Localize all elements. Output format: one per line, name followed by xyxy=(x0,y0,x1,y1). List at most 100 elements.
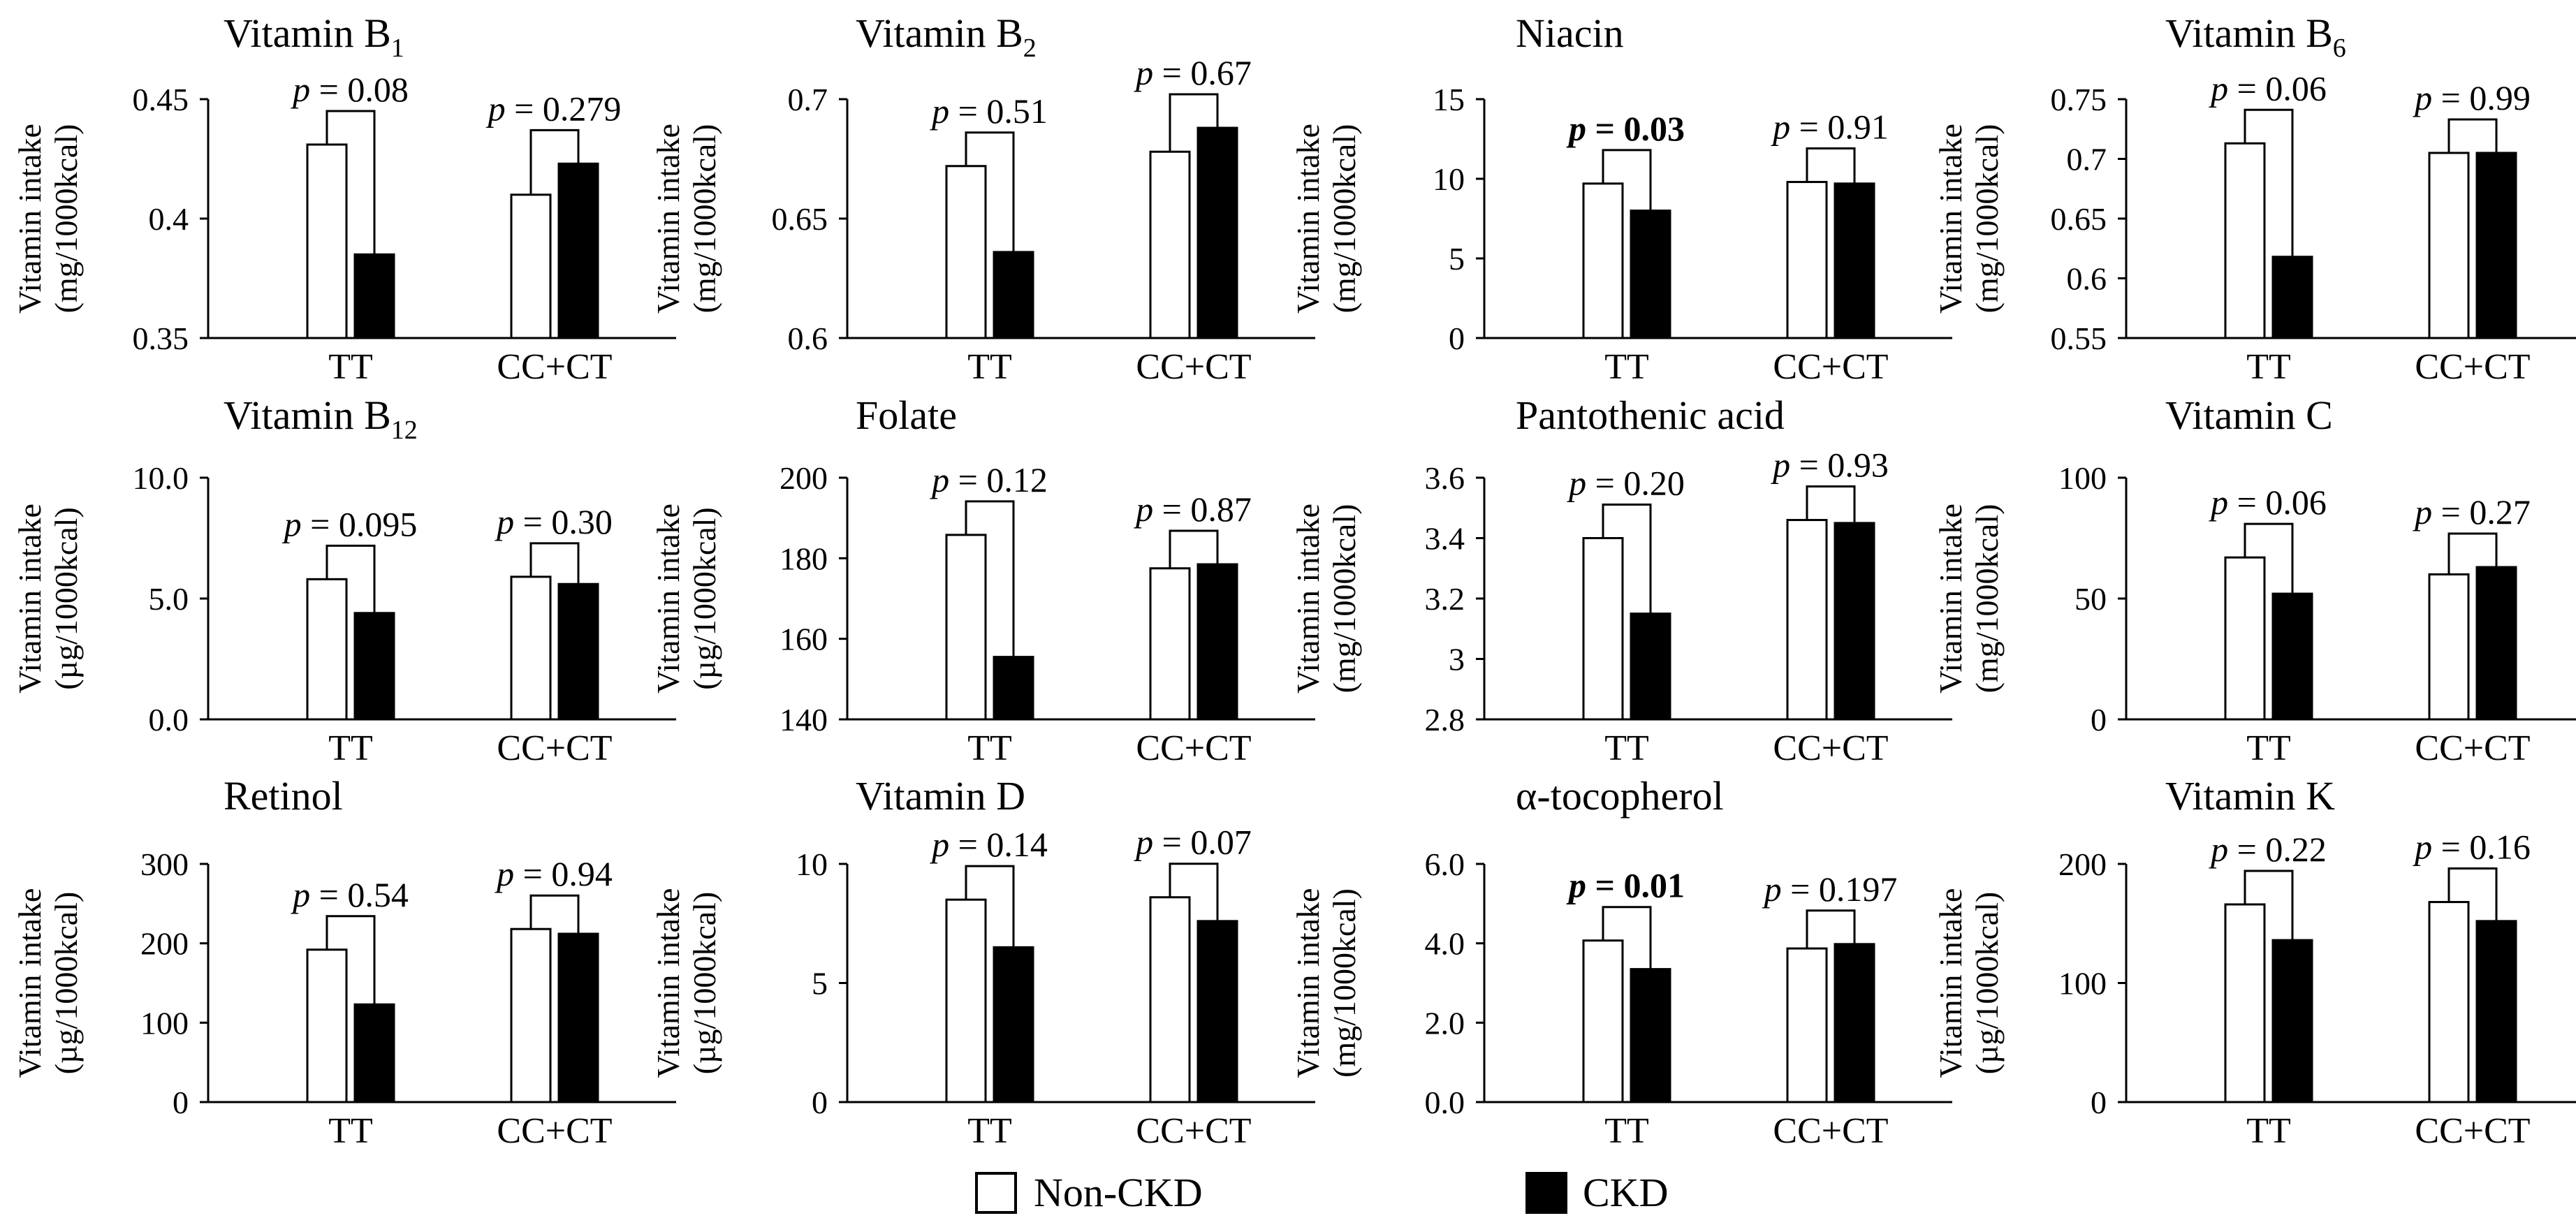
x-category-label: TT xyxy=(1604,728,1649,768)
chart-title: Niacin xyxy=(1516,10,1624,56)
bar-ckd xyxy=(557,162,599,339)
bar-non-ckd xyxy=(510,193,552,339)
bar-ckd xyxy=(1630,968,1671,1103)
significance-bracket xyxy=(2447,532,2498,575)
significance-bracket xyxy=(1169,529,1219,569)
chart-title: Vitamin K xyxy=(2165,773,2335,819)
x-category-label: TT xyxy=(328,1111,373,1151)
x-category-label: TT xyxy=(967,728,1012,768)
p-value-label: p = 0.06 xyxy=(2209,483,2327,522)
y-axis-label: Vitamin intake xyxy=(1290,504,1326,694)
chart-title: Retinol xyxy=(224,773,343,819)
y-tick-label: 3.4 xyxy=(1425,521,1465,557)
significance-bracket xyxy=(1806,147,1856,184)
chart-panel: Vitamin B6 Vitamin intake (mg/1000kcal) 0.5… xyxy=(1933,10,2576,387)
x-category-label: CC+CT xyxy=(1773,347,1888,387)
y-axis-unit: (µg/1000kcal) xyxy=(48,507,84,690)
x-category-label: CC+CT xyxy=(497,728,612,768)
p-value-label: p = 0.94 xyxy=(495,854,613,893)
bar-non-ckd xyxy=(1149,896,1191,1103)
p-value-label: p = 0.51 xyxy=(930,91,1048,131)
bar-ckd xyxy=(1630,612,1671,721)
y-axis-label: Vitamin intake xyxy=(1290,124,1326,314)
x-category-label: TT xyxy=(967,1111,1012,1151)
y-axis-unit: (mg/1000kcal) xyxy=(1969,124,2005,314)
bar-non-ckd xyxy=(306,948,348,1103)
p-value-label: p = 0.99 xyxy=(2413,78,2531,117)
p-value-label: p = 0.03 xyxy=(1566,109,1685,148)
y-tick-label: 140 xyxy=(780,702,828,738)
chart-panel: Vitamin C Vitamin intake (mg/1000kcal) 0 50 1… xyxy=(1933,393,2576,768)
significance-bracket xyxy=(529,894,580,934)
significance-bracket xyxy=(1806,909,1856,949)
legend-swatch-ckd xyxy=(1525,1172,1567,1214)
chart-title: Vitamin B12 xyxy=(224,393,418,445)
y-tick-label: 3 xyxy=(1449,642,1465,677)
chart-title: α-tocopherol xyxy=(1516,773,1724,819)
x-category-label: TT xyxy=(2246,347,2291,387)
x-category-label: CC+CT xyxy=(2415,347,2530,387)
y-tick-label: 100 xyxy=(140,1005,189,1041)
y-axis-label: Vitamin intake xyxy=(12,888,47,1078)
legend-label-non-ckd: Non-CKD xyxy=(1034,1170,1203,1215)
bar-non-ckd xyxy=(1786,181,1828,339)
bar-non-ckd xyxy=(2224,556,2266,721)
p-value-label: p = 0.06 xyxy=(2209,68,2327,108)
y-tick-label: 0 xyxy=(2091,702,2107,738)
y-axis-unit: (mg/1000kcal) xyxy=(1326,124,1362,314)
y-axis-unit: (mg/1000kcal) xyxy=(687,124,722,314)
y-axis-label: Vitamin intake xyxy=(1933,504,1968,694)
y-axis-label: Vitamin intake xyxy=(12,504,47,694)
bar-ckd xyxy=(2271,256,2313,339)
p-value-label: p = 0.20 xyxy=(1567,464,1685,503)
bar-ckd xyxy=(1834,522,1875,721)
significance-bracket xyxy=(1169,93,1219,152)
y-tick-label: 0.65 xyxy=(772,201,828,237)
bar-ckd xyxy=(1630,210,1671,339)
y-axis-label: Vitamin intake xyxy=(1933,888,1968,1078)
bar-non-ckd xyxy=(2224,142,2266,339)
bar-ckd xyxy=(557,582,599,721)
legend-label-ckd: CKD xyxy=(1583,1170,1668,1215)
chart-title: Vitamin B6 xyxy=(2165,10,2346,63)
bar-non-ckd xyxy=(2428,152,2470,339)
x-category-label: TT xyxy=(967,347,1012,387)
p-value-label: p = 0.54 xyxy=(291,875,409,914)
p-value-label: p = 0.07 xyxy=(1134,823,1252,862)
y-axis-label: Vitamin intake xyxy=(650,888,686,1078)
y-tick-label: 0.65 xyxy=(2051,201,2107,237)
x-category-label: TT xyxy=(328,347,373,387)
p-value-label: p = 0.279 xyxy=(486,89,622,128)
chart-title: Vitamin B1 xyxy=(224,10,404,63)
p-value-label: p = 0.93 xyxy=(1771,446,1889,485)
y-tick-label: 100 xyxy=(2058,966,2107,1002)
y-tick-label: 10.0 xyxy=(133,460,189,496)
p-value-label: p = 0.095 xyxy=(282,504,418,543)
y-tick-label: 0.55 xyxy=(2051,321,2107,356)
x-category-label: CC+CT xyxy=(497,1111,612,1151)
p-value-label: p = 0.27 xyxy=(2413,492,2531,531)
bar-non-ckd xyxy=(306,578,348,721)
significance-bracket xyxy=(1602,906,1652,969)
y-tick-label: 0 xyxy=(173,1085,189,1120)
p-value-label: p = 0.08 xyxy=(291,70,409,109)
bar-ckd xyxy=(993,251,1034,339)
x-category-label: TT xyxy=(1604,347,1649,387)
y-tick-label: 6.0 xyxy=(1425,846,1465,882)
x-category-label: CC+CT xyxy=(1773,728,1888,768)
y-axis-unit: (µg/1000kcal) xyxy=(687,892,722,1075)
bar-non-ckd xyxy=(2428,573,2470,721)
y-tick-label: 5 xyxy=(812,966,828,1002)
significance-bracket xyxy=(325,544,376,613)
significance-bracket xyxy=(2244,522,2294,594)
p-value-label: p = 0.14 xyxy=(930,825,1048,864)
significance-bracket xyxy=(965,131,1015,252)
y-tick-label: 0.4 xyxy=(149,201,189,237)
chart-title: Vitamin C xyxy=(2165,393,2333,438)
bar-ckd xyxy=(2271,939,2313,1103)
x-category-label: TT xyxy=(1604,1111,1649,1151)
y-axis-label: Vitamin intake xyxy=(1290,888,1326,1078)
significance-bracket xyxy=(529,129,580,195)
bar-ckd xyxy=(2475,152,2517,339)
